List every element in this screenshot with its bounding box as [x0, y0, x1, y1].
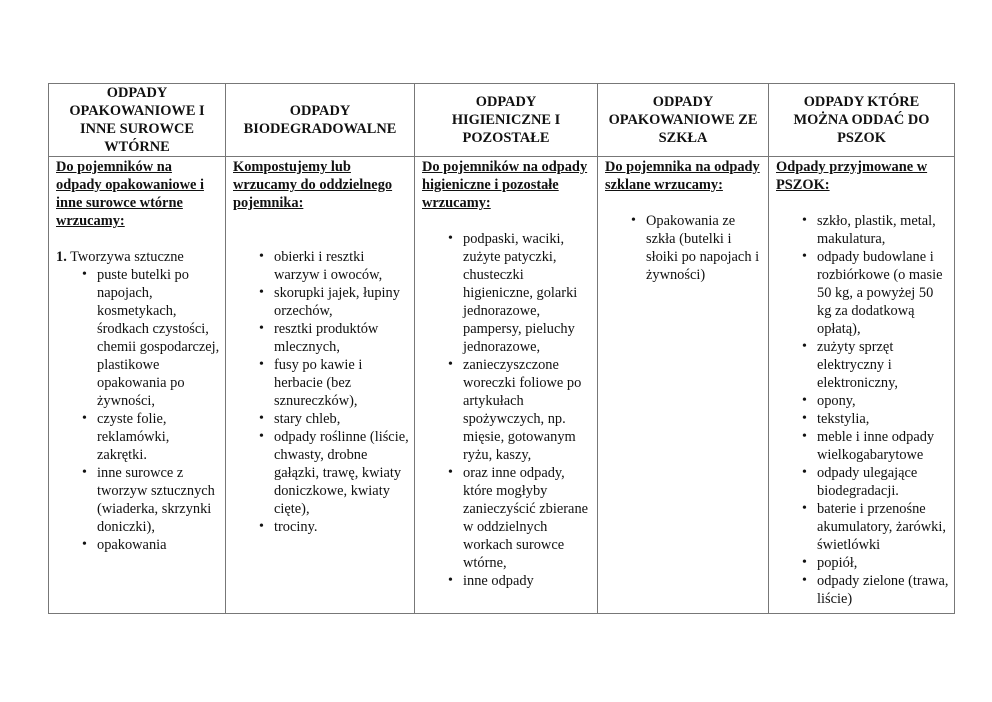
cell-hygienic: Do pojemników na odpady higieniczne i po… [414, 156, 598, 614]
content-row: Do pojemników na odpady opakowaniowe i i… [48, 156, 955, 614]
waste-sorting-table: ODPADY OPAKOWANIOWE I INNE SUROWCE WTÓRN… [48, 83, 955, 614]
list-item: zanieczyszczone woreczki foliowe po arty… [448, 356, 593, 464]
list-item: meble i inne odpady wielkogabarytowe [802, 428, 950, 464]
header-biodegradable: ODPADY BIODEGRADOWALNE [225, 83, 415, 157]
list-item: skorupki jajek, łupiny orzechów, [259, 284, 410, 320]
list-item: odpady zielone (trawa, liście) [802, 572, 950, 608]
header-hygienic: ODPADY HIGIENICZNE I POZOSTAŁE [414, 83, 598, 157]
cell-intro: Do pojemników na odpady opakowaniowe i i… [56, 159, 204, 229]
item-list: Opakowania ze szkła (butelki i słoiki po… [605, 212, 764, 284]
list-item: odpady budowlane i rozbiórkowe (o masie … [802, 248, 950, 338]
item-list: obierki i resztki warzyw i owoców, skoru… [233, 248, 410, 536]
list-item: opakowania [82, 536, 221, 554]
group-heading: 1. Tworzywa sztuczne [56, 248, 221, 266]
cell-packaging: Do pojemników na odpady opakowaniowe i i… [48, 156, 226, 614]
list-item: inne odpady [448, 572, 593, 590]
list-item: popiół, [802, 554, 950, 572]
cell-intro: Do pojemnika na odpady szklane wrzucamy: [605, 159, 760, 193]
list-item: baterie i przenośne akumulatory, żarówki… [802, 500, 950, 554]
item-list: puste butelki po napojach, kosmetykach, … [56, 266, 221, 554]
list-item: podpaski, waciki, zużyte patyczki, chust… [448, 230, 593, 356]
list-item: szkło, plastik, metal, makulatura, [802, 212, 950, 248]
list-item: puste butelki po napojach, kosmetykach, … [82, 266, 221, 410]
list-item: zużyty sprzęt elektryczny i elektroniczn… [802, 338, 950, 392]
list-item: tekstylia, [802, 410, 950, 428]
cell-intro: Kompostujemy lub wrzucamy do oddzielnego… [233, 159, 393, 211]
item-list: szkło, plastik, metal, makulatura, odpad… [776, 212, 950, 608]
cell-glass: Do pojemnika na odpady szklane wrzucamy:… [597, 156, 769, 614]
list-item: obierki i resztki warzyw i owoców, [259, 248, 410, 284]
list-item: czyste folie, reklamówki, zakrętki. [82, 410, 221, 464]
cell-intro: Odpady przyjmowane w PSZOK: [776, 159, 928, 193]
group-label: Tworzywa sztuczne [66, 249, 184, 265]
list-item: inne surowce z tworzyw sztucznych (wiade… [82, 464, 221, 536]
list-item: oraz inne odpady, które mogłyby zanieczy… [448, 464, 593, 572]
group-number: 1. [56, 249, 67, 265]
list-item: odpady ulegające biodegradacji. [802, 464, 950, 500]
header-packaging: ODPADY OPAKOWANIOWE I INNE SUROWCE WTÓRN… [48, 83, 226, 157]
cell-pszok: Odpady przyjmowane w PSZOK: szkło, plast… [768, 156, 955, 614]
list-item: trociny. [259, 518, 410, 536]
header-pszok: ODPADY KTÓRE MOŻNA ODDAĆ DO PSZOK [768, 83, 955, 157]
list-item: stary chleb, [259, 410, 410, 428]
header-row: ODPADY OPAKOWANIOWE I INNE SUROWCE WTÓRN… [48, 83, 955, 157]
header-glass: ODPADY OPAKOWANIOWE ZE SZKŁA [597, 83, 769, 157]
list-item: resztki produktów mlecznych, [259, 320, 410, 356]
cell-biodegradable: Kompostujemy lub wrzucamy do oddzielnego… [225, 156, 415, 614]
cell-intro: Do pojemników na odpady higieniczne i po… [422, 159, 588, 211]
list-item: odpady roślinne (liście, chwasty, drobne… [259, 428, 410, 518]
list-item: fusy po kawie i herbacie (bez sznureczkó… [259, 356, 410, 410]
list-item: opony, [802, 392, 950, 410]
item-list: podpaski, waciki, zużyte patyczki, chust… [422, 230, 593, 590]
list-item: Opakowania ze szkła (butelki i słoiki po… [631, 212, 764, 284]
